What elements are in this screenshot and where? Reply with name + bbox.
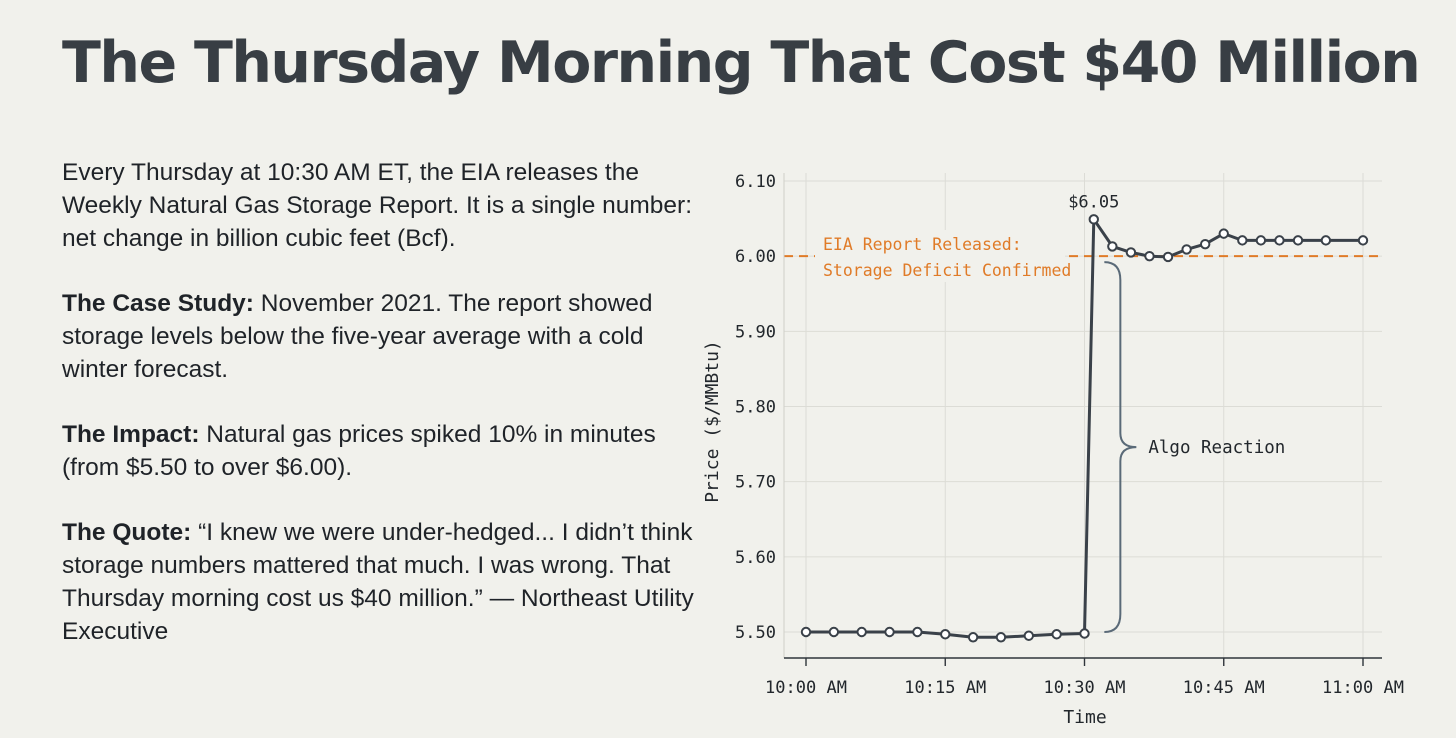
reference-label-line2: Storage Deficit Confirmed [823,261,1071,280]
reference-label-background [815,230,1065,282]
x-tick-label: 10:15 AM [904,678,986,698]
peak-price-label: $6.05 [1068,192,1119,212]
data-point [828,626,840,638]
case-study-label: The Case Study: [62,290,254,317]
x-tick-label: 10:45 AM [1183,678,1265,698]
data-point [1255,235,1267,246]
data-point [1181,244,1192,255]
data-point [1162,251,1174,263]
case-study-text: November 2021. The report showed storage… [62,290,653,383]
quote-paragraph: The Quote: “I knew we were under-hedged.… [62,516,702,648]
y-axis-title: Price ($/MMBtu) [702,340,723,503]
data-point [995,632,1007,643]
intro-paragraph: Every Thursday at 10:30 AM ET, the EIA r… [62,159,693,252]
data-point [1218,228,1229,239]
price-data-points [800,214,1369,643]
y-tick-label: 5.90 [735,322,776,342]
quote-label: The Quote: [62,519,192,546]
page-title: The Thursday Morning That Cost $40 Milli… [62,30,1421,96]
y-tick-label: 5.60 [735,548,776,568]
data-point [884,626,895,638]
data-point [1107,241,1118,252]
data-point [1274,235,1285,246]
data-point [1079,628,1090,639]
chart-grid [784,173,1382,658]
data-point [1088,214,1099,225]
tick-labels: 5.50 5.60 5.70 5.80 5.90 6.00 6.10 10:00 AM 10:1… [735,172,1404,698]
data-point [1237,235,1248,246]
quote-text: “I knew we were under-hedged... I didn’t… [62,519,694,645]
algo-reaction-brace [1104,261,1137,633]
data-point [912,626,923,638]
impact-text: Natural gas prices spiked 10% in minutes… [62,421,656,481]
x-tick-label: 11:00 AM [1322,678,1404,698]
y-tick-label: 5.50 [735,623,776,643]
y-tick-label: 6.00 [735,247,776,267]
data-point [1320,235,1332,246]
reference-label-line1: EIA Report Released: [823,235,1022,254]
data-point [1051,629,1062,640]
price-chart: EIA Report Released: Storage Deficit Con… [702,172,1404,728]
data-point [1199,238,1211,250]
x-axis-title: Time [1063,707,1106,728]
data-point [1125,247,1137,258]
x-tick-label: 10:30 AM [1044,678,1126,698]
data-point [940,629,951,640]
data-point [1144,250,1155,262]
impact-paragraph: The Impact: Natural gas prices spiked 10… [62,418,702,484]
data-point [800,626,812,638]
algo-reaction-label: Algo Reaction [1148,438,1285,458]
y-tick-label: 5.80 [735,398,776,418]
chart-axes [783,173,1382,666]
data-point [1292,235,1304,246]
y-tick-label: 6.10 [735,172,776,192]
body-text: Every Thursday at 10:30 AM ET, the EIA r… [62,156,702,680]
impact-label: The Impact: [62,421,200,448]
y-tick-label: 5.70 [735,473,776,493]
x-tick-label: 10:00 AM [765,678,847,698]
data-point [967,632,979,643]
data-point [1023,630,1034,641]
data-point [1357,235,1369,246]
case-study-paragraph: The Case Study: November 2021. The repor… [62,287,702,386]
data-point [856,626,867,638]
